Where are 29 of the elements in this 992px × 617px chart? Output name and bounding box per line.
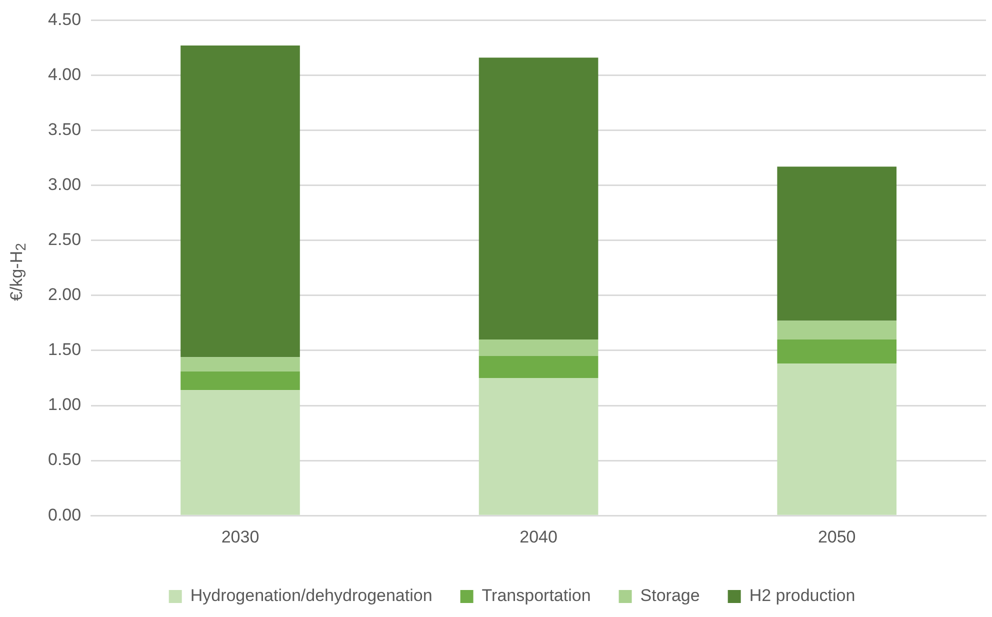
bar <box>777 166 897 321</box>
bar <box>777 320 897 340</box>
y-tick-label: 4.50 <box>48 10 82 29</box>
bar <box>777 364 897 515</box>
x-tick-label: 2030 <box>221 527 260 546</box>
y-tick-label: 2.50 <box>48 230 82 250</box>
y-tick-label: 1.50 <box>48 340 82 360</box>
bar <box>180 46 300 358</box>
y-tick-label: 4.00 <box>48 64 82 84</box>
legend-label: Hydrogenation/dehydrogenation <box>190 586 432 606</box>
y-tick-label: 0.00 <box>48 505 82 524</box>
bar <box>478 378 598 515</box>
legend-label: Transportation <box>482 586 591 606</box>
bar <box>180 371 300 390</box>
bar <box>478 339 598 356</box>
y-tick-label: 0.50 <box>48 450 82 470</box>
bar <box>478 356 598 378</box>
y-tick-label: 1.00 <box>48 395 82 414</box>
legend-label: H2 production <box>749 586 856 606</box>
bar <box>180 390 300 515</box>
y-tick-label: 3.00 <box>48 175 82 194</box>
y-tick-label: 3.50 <box>48 120 82 139</box>
bar <box>180 357 300 372</box>
y-tick-label: 2.00 <box>48 285 82 304</box>
bar <box>478 58 598 340</box>
x-tick-label: 2040 <box>520 527 558 546</box>
bar <box>777 339 897 364</box>
x-tick-label: 2050 <box>818 527 856 546</box>
legend-label: Storage <box>640 586 700 606</box>
